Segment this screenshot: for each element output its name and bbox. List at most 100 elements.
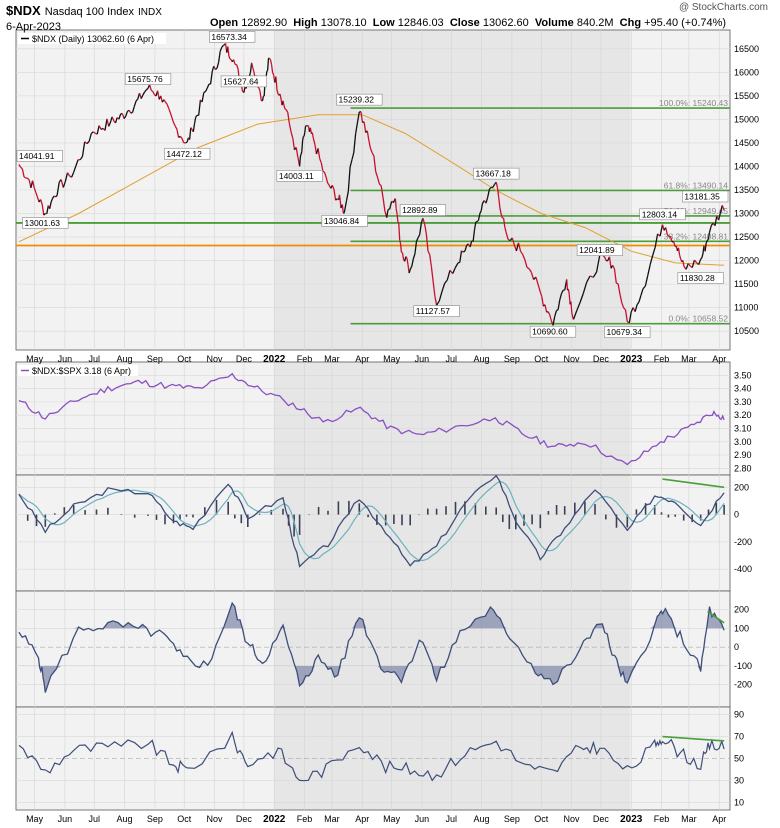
price-tick-label: 16500 <box>734 44 759 54</box>
price-label: 16573.34 <box>211 32 247 42</box>
panel-4-shade-2022 <box>274 591 631 707</box>
price-segment <box>41 204 45 216</box>
price-segment <box>582 282 588 294</box>
price-segment <box>118 113 122 120</box>
price-segment <box>682 260 685 267</box>
price-segment <box>320 162 324 172</box>
price-segment <box>49 201 52 209</box>
price-segment <box>221 44 224 48</box>
price-segment <box>50 197 54 202</box>
month-label: Oct <box>177 354 192 364</box>
chart-header: $NDX Nasdaq 100 Index INDX @ StockCharts.c… <box>6 2 776 18</box>
price-segment <box>388 205 392 210</box>
price-segment <box>347 166 351 192</box>
price-segment <box>223 44 225 46</box>
osc2-tick-label: 200 <box>734 605 749 615</box>
price-segment <box>634 304 638 312</box>
price-label-box <box>22 217 69 229</box>
price-segment <box>571 312 574 318</box>
price-segment <box>36 196 40 203</box>
price-segment <box>652 247 656 256</box>
change-value: +95.40 (+0.74%) <box>644 17 727 29</box>
month-label: Jul <box>88 814 100 824</box>
price-segment <box>171 117 175 123</box>
price-segment <box>640 288 644 296</box>
moving-average-line <box>18 114 725 266</box>
month-label: Mar <box>324 354 340 364</box>
price-segment <box>98 125 102 130</box>
price-segment <box>92 131 96 134</box>
price-segment <box>397 221 400 224</box>
year-label: 2023 <box>620 814 643 825</box>
price-segment <box>399 243 403 253</box>
price-segment <box>295 147 299 158</box>
price-segment <box>547 311 551 316</box>
price-tick-label: 15000 <box>734 114 759 124</box>
price-segment <box>705 240 708 244</box>
price-label: 10690.60 <box>532 327 568 337</box>
price-segment <box>140 94 144 99</box>
price-segment <box>168 108 171 113</box>
price-segment <box>495 181 499 188</box>
month-label: Jul <box>445 814 457 824</box>
price-segment <box>290 131 294 139</box>
price-segment <box>351 152 355 160</box>
price-segment <box>567 288 570 295</box>
price-segment <box>75 159 79 167</box>
price-segment <box>617 283 621 295</box>
price-segment <box>526 266 530 270</box>
price-segment <box>386 211 389 218</box>
price-label: 14041.91 <box>19 151 55 161</box>
price-label: 13667.18 <box>475 169 511 179</box>
price-segment <box>446 270 451 281</box>
price-segment <box>46 205 49 214</box>
price-segment <box>130 111 133 114</box>
price-segment <box>480 203 484 211</box>
price-segment <box>411 258 414 267</box>
price-tick-label: 10500 <box>734 326 759 336</box>
price-segment <box>666 233 670 237</box>
year-label: 2022 <box>263 354 286 365</box>
oscillator-line <box>18 474 725 568</box>
price-segment <box>261 96 264 102</box>
price-segment <box>394 198 397 209</box>
price-segment <box>81 141 86 157</box>
price-label-box <box>682 190 729 203</box>
divergence-line <box>707 610 725 624</box>
price-segment <box>229 58 232 61</box>
price-segment <box>687 263 691 267</box>
price-label-box <box>321 215 368 227</box>
price-segment <box>570 301 573 313</box>
price-segment <box>549 314 553 322</box>
ratio-legend-label: $NDX:$SPX 3.18 (6 Apr) <box>32 366 131 376</box>
price-segment <box>227 46 230 57</box>
price-segment <box>375 171 379 178</box>
price-segment <box>360 111 364 123</box>
price-segment <box>356 111 360 123</box>
price-segment <box>382 197 386 212</box>
month-label: Nov <box>564 814 581 824</box>
volume-value: 840.2M <box>576 17 614 29</box>
price-segment <box>654 233 659 248</box>
price-segment <box>298 156 302 167</box>
price-segment <box>131 106 135 113</box>
price-segment <box>613 268 617 284</box>
price-segment <box>179 135 183 139</box>
price-segment <box>192 123 196 132</box>
month-label: Sep <box>504 354 520 364</box>
month-label: Nov <box>564 354 581 364</box>
ratio-tick-label: 2.80 <box>734 463 752 473</box>
price-segment <box>685 263 689 270</box>
price-segment <box>176 129 180 138</box>
fib-label: 38.2%: 12408.81 <box>664 231 729 241</box>
price-segment <box>259 91 262 101</box>
price-label: 13181.35 <box>684 191 720 201</box>
price-segment <box>268 57 271 60</box>
month-label: May <box>383 354 401 364</box>
price-segment <box>647 263 651 276</box>
price-segment <box>145 87 149 91</box>
price-label-box <box>336 93 383 106</box>
price-segment <box>312 138 316 145</box>
